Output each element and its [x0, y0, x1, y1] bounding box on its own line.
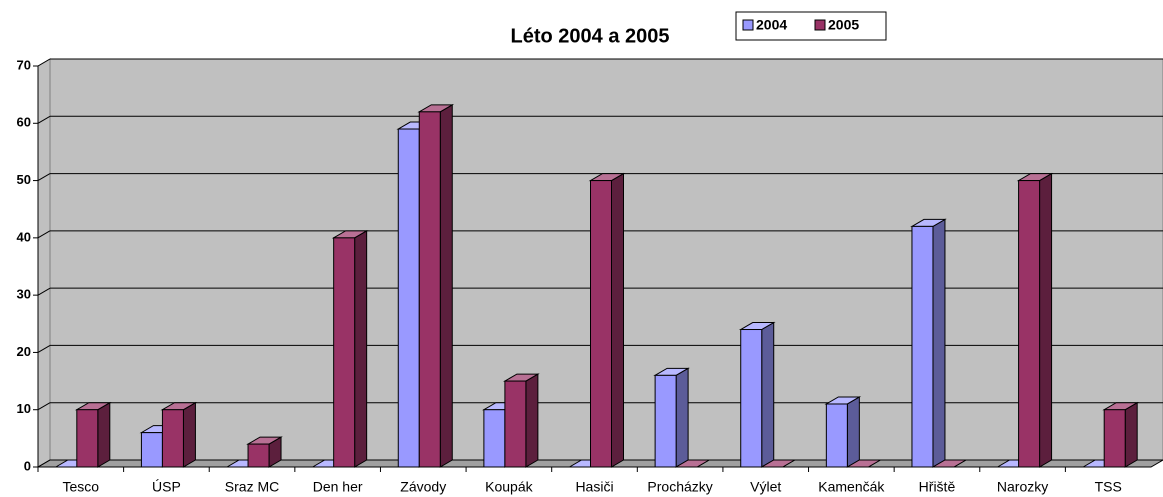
x-tick-label: Výlet [750, 479, 781, 495]
bar [911, 225, 934, 468]
y-tick-label: 10 [17, 401, 31, 416]
bar-side [761, 321, 775, 468]
bar-side [932, 218, 946, 468]
chart-title: Léto 2004 a 2005 [511, 25, 670, 47]
bar [161, 409, 184, 468]
x-tick-label: Narozky [997, 479, 1048, 495]
bar [76, 409, 99, 468]
bar-side [611, 172, 624, 468]
bar-side [846, 396, 860, 468]
x-tick-label: Sraz MC [225, 479, 279, 495]
x-tick-label: Tesco [63, 479, 100, 495]
bar [590, 180, 612, 468]
x-tick-label: Závody [400, 479, 446, 495]
y-tick-label: 40 [17, 229, 31, 244]
bar-side [354, 229, 368, 468]
x-tick-label: Kamenčák [818, 479, 885, 495]
bar [418, 111, 441, 468]
grid-line [37, 230, 51, 239]
bar [504, 380, 527, 468]
legend-label: 2004 [756, 17, 787, 33]
bar [247, 443, 270, 468]
x-tick-label: ÚSP [152, 479, 181, 495]
bar [654, 374, 677, 468]
bar [740, 329, 763, 468]
bar-side [182, 401, 196, 468]
y-tick-label: 70 [17, 57, 31, 72]
legend-box [735, 11, 887, 41]
bar-top [759, 459, 797, 468]
x-tick-label: Hasiči [575, 479, 613, 495]
grid-line [37, 459, 51, 468]
bar [483, 409, 506, 468]
bar-side [675, 367, 689, 468]
x-tick-label: Procházky [647, 479, 712, 495]
bar [397, 128, 420, 468]
x-tick-label: TSS [1095, 479, 1122, 495]
grid-line [37, 173, 51, 182]
grid-line [37, 58, 51, 67]
bar-side [97, 401, 111, 468]
legend: 2004 2005 [735, 11, 887, 41]
bar-top [845, 459, 883, 468]
y-tick-label: 60 [17, 115, 31, 130]
bar-side [1124, 401, 1138, 468]
bar-side [525, 373, 539, 468]
bar [825, 403, 848, 468]
y-tick-label: 30 [17, 287, 31, 302]
y-tick-label: 20 [17, 344, 31, 359]
legend-label: 2005 [828, 17, 859, 33]
x-tick-label: Den her [313, 479, 363, 495]
y-tick-label: 0 [24, 458, 31, 473]
legend-swatch [814, 19, 826, 31]
x-tick-label: Koupák [485, 479, 533, 495]
bar [333, 237, 356, 468]
bar-side [439, 103, 453, 468]
legend-swatch [742, 19, 754, 31]
bar-side [1039, 172, 1053, 468]
bar [1103, 409, 1126, 468]
grid-line [37, 402, 51, 411]
bar-top [931, 459, 968, 468]
grid-line [37, 115, 51, 124]
grid-line [37, 344, 51, 353]
bar-top [674, 459, 711, 468]
x-tick-label: Hřiště [919, 479, 956, 495]
grid-line [37, 287, 51, 296]
bar [1018, 180, 1041, 468]
y-tick-label: 50 [17, 172, 31, 187]
bar [140, 432, 163, 468]
